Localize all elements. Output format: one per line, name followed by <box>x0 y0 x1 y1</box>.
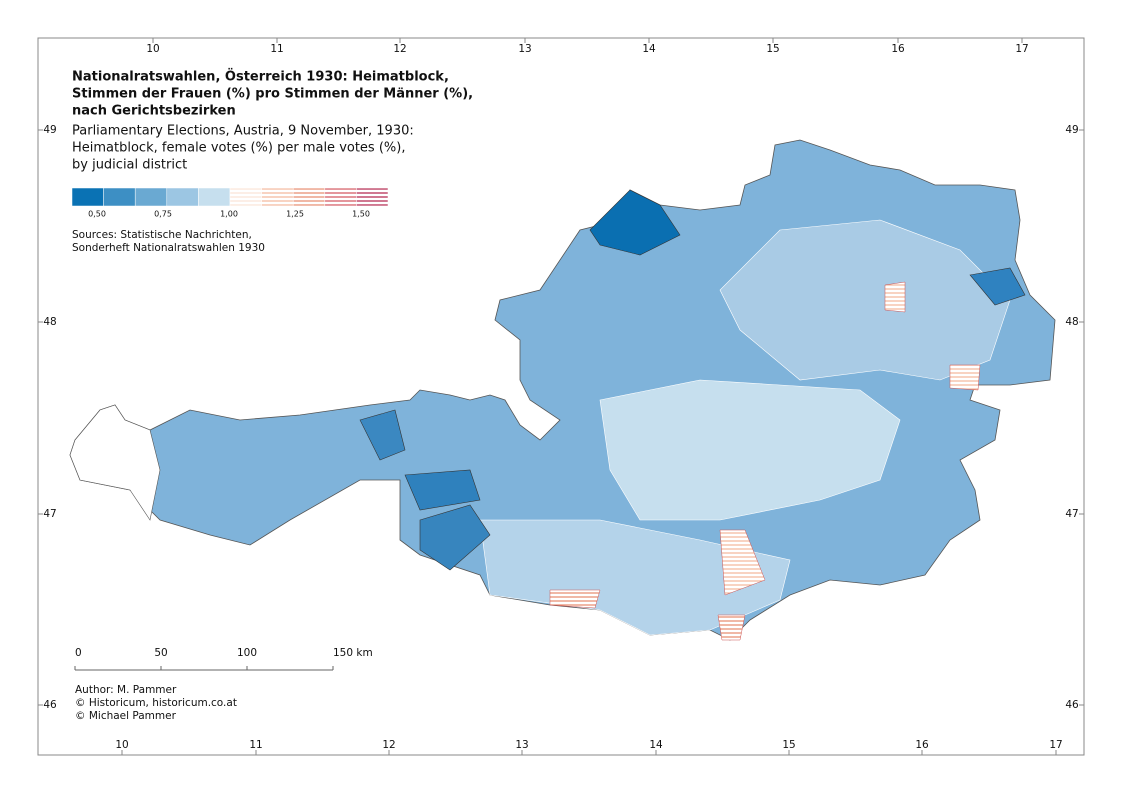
graticule-label: 16 <box>891 43 905 55</box>
graticule-label: 15 <box>766 43 779 55</box>
graticule-label: 11 <box>249 739 262 751</box>
title: nach Gerichtsbezirken <box>72 104 236 119</box>
title: Stimmen der Frauen (%) pro Stimmen der M… <box>72 87 473 102</box>
graticule-label: 11 <box>270 43 283 55</box>
graticule-label: 46 <box>43 699 57 711</box>
legend: 0,50 0,75 1,00 1,25 1,50 <box>71 187 389 219</box>
legend-label: 0,75 <box>154 210 172 219</box>
legend-swatch <box>356 187 389 207</box>
legend-label: 1,25 <box>286 210 304 219</box>
legend-swatch <box>229 187 262 207</box>
graticule-label: 47 <box>1065 508 1078 520</box>
dark-district <box>589 189 681 256</box>
dark-district <box>359 409 406 461</box>
subtitle: by judicial district <box>72 158 187 173</box>
graticule-label: 49 <box>1065 124 1078 136</box>
legend-swatch <box>198 187 231 207</box>
graticule-label: 17 <box>1049 739 1062 751</box>
graticule-label: 10 <box>146 43 159 55</box>
author: © Historicum, historicum.co.at <box>75 697 237 709</box>
author: © Michael Pammer <box>75 710 177 722</box>
lower-austria-region <box>719 219 1011 381</box>
legend-swatch <box>134 187 168 207</box>
graticule-label: 46 <box>1065 699 1079 711</box>
subtitle: Heimatblock, female votes (%) per male v… <box>72 141 405 156</box>
legend-swatch <box>166 187 199 207</box>
graticule-label: 13 <box>518 43 531 55</box>
graticule-label: 12 <box>382 739 395 751</box>
graticule-label: 14 <box>642 43 656 55</box>
vorarlberg <box>69 404 161 521</box>
scale-label: 100 <box>237 647 257 659</box>
legend-label: 1,00 <box>220 210 238 219</box>
frame <box>37 37 1085 756</box>
graticule-label: 14 <box>649 739 663 751</box>
legend-swatch <box>292 187 326 207</box>
graticule-label: 16 <box>915 739 929 751</box>
graticule-label: 17 <box>1015 43 1028 55</box>
graticule-label: 12 <box>393 43 406 55</box>
dark-district <box>969 267 1026 306</box>
graticule-label: 10 <box>115 739 128 751</box>
title: Nationalratswahlen, Österreich 1930: Hei… <box>72 69 449 85</box>
scale-label: 50 <box>154 647 167 659</box>
sources: Sonderheft Nationalratswahlen 1930 <box>72 242 265 254</box>
styria-region <box>599 379 901 521</box>
graticule-label: 15 <box>782 739 795 751</box>
sources: Sources: Statistische Nachrichten, <box>72 229 252 241</box>
hatched-district <box>884 281 906 313</box>
graticule-label: 48 <box>1065 316 1078 328</box>
austria <box>69 139 1056 641</box>
graticule-label: 47 <box>43 508 56 520</box>
hatched-district <box>949 364 981 391</box>
hatched-district <box>719 529 766 596</box>
graticule-label: 48 <box>43 316 56 328</box>
legend-swatch <box>261 187 294 207</box>
graticule-label: 49 <box>43 124 56 136</box>
scale-label: 0 <box>75 647 82 659</box>
hatched-district <box>717 614 746 641</box>
legend-label: 1,50 <box>352 210 370 219</box>
legend-swatch <box>103 187 136 207</box>
legend-swatch <box>71 187 104 207</box>
graticule-label: 13 <box>515 739 528 751</box>
subtitle: Parliamentary Elections, Austria, 9 Nove… <box>72 124 414 139</box>
dark-district <box>419 504 491 571</box>
legend-swatch <box>324 187 357 207</box>
dark-district <box>404 469 481 511</box>
scale-label: 150 km <box>333 647 373 659</box>
legend-label: 0,50 <box>88 210 106 219</box>
author: Author: M. Pammer <box>75 684 177 696</box>
hatched-district <box>549 589 601 609</box>
